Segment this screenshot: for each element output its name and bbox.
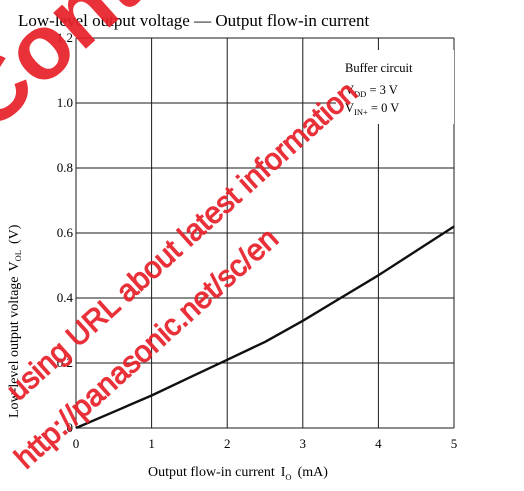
x-axis-label: Output flow-in current IO (mA) — [148, 465, 328, 482]
y-axis-label: Low-level output voltageVOL(V) — [7, 224, 23, 418]
y-tick-label: 1.2 — [57, 30, 73, 45]
annotation-box: Buffer circuit VDD = 3 V VIN+ = 0 V — [336, 50, 454, 124]
x-tick-label: 5 — [451, 436, 458, 451]
series-group — [75, 225, 455, 430]
annotation-line1: Buffer circuit — [345, 61, 413, 75]
y-tick-label: 1.0 — [57, 95, 73, 110]
annotation-line3: VIN+ = 0 V — [345, 101, 399, 117]
y-tick-label: 0.6 — [57, 225, 74, 240]
y-tick-label: 0.4 — [57, 290, 74, 305]
watermark: Continue using URL about latest informat… — [0, 0, 364, 476]
x-tick-label: 1 — [148, 436, 155, 451]
x-tick-label: 3 — [300, 436, 307, 451]
annotation-line2: VDD = 3 V — [345, 83, 398, 99]
chart-title: Low-level output voltage — Output flow-i… — [18, 11, 370, 30]
x-tick-label: 0 — [73, 436, 80, 451]
x-tick-labels: 0 1 2 3 4 5 — [73, 436, 458, 451]
series-line — [75, 225, 455, 430]
x-tick-label: 2 — [224, 436, 231, 451]
y-tick-label: 0 — [67, 420, 74, 435]
watermark-line1: using URL about latest information — [1, 75, 364, 407]
y-tick-label: 0.2 — [57, 355, 73, 370]
y-tick-label: 0.8 — [57, 160, 73, 175]
y-tick-labels: 0 0.2 0.4 0.6 0.8 1.0 1.2 — [57, 30, 74, 435]
x-tick-label: 4 — [375, 436, 382, 451]
